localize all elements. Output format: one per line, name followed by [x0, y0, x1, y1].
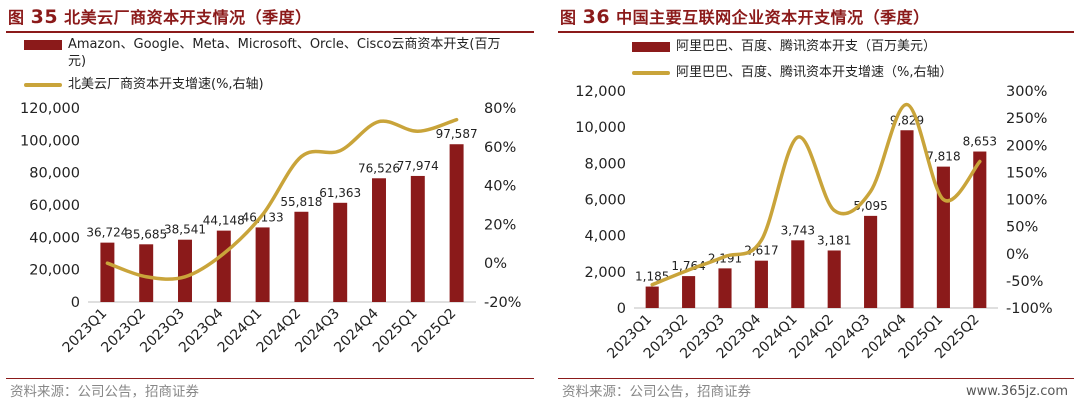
left-bar-label: 97,587 [436, 127, 478, 141]
left-figure-title: 图 35 北美云厂商资本开支情况（季度） [8, 4, 312, 28]
left-bar [100, 242, 115, 302]
right-y-right-tick: 300% [1006, 84, 1047, 100]
right-bar [864, 215, 878, 308]
right-y-left-tick: 10,000 [575, 120, 626, 136]
right-legend-line: 阿里巴巴、百度、腾讯资本开支增速（%,右轴） [632, 64, 953, 81]
left-bar [449, 144, 464, 302]
right-legend-bar: 阿里巴巴、百度、腾讯资本开支（百万美元） [632, 38, 936, 55]
left-y-right-tick: -20% [484, 295, 521, 311]
left-legend-line-swatch [24, 82, 62, 87]
left-y-right-tick: 20% [484, 217, 516, 233]
left-y-left-tick: 120,000 [20, 101, 80, 117]
left-y-left-tick: 20,000 [29, 263, 80, 279]
left-title-text: 北美云厂商资本开支情况（季度） [64, 8, 312, 27]
left-legend-line-label: 北美云厂商资本开支增速(%,右轴) [68, 77, 264, 92]
right-bar [973, 151, 987, 308]
left-bar [255, 227, 270, 302]
right-y-right-tick: 50% [1006, 220, 1038, 236]
right-bar-label: 2,617 [744, 244, 778, 258]
right-legend-bar-label: 阿里巴巴、百度、腾讯资本开支（百万美元） [676, 39, 937, 54]
left-bar-label: 77,974 [397, 159, 439, 173]
left-y-left-tick: 0 [71, 295, 80, 311]
right-bar [682, 276, 696, 308]
right-bar-label: 3,743 [781, 223, 815, 237]
left-title-prefix: 图 [8, 8, 25, 27]
left-bar-label: 38,541 [164, 223, 206, 237]
left-y-right-tick: 0% [484, 256, 507, 272]
left-source-note: 资料来源：公司公告，招商证券 [10, 384, 199, 400]
left-chart: 0 20,000 40,000 60,000 80,000 100,000 120,000 -… [20, 101, 521, 356]
left-y-left-tick: 40,000 [29, 230, 80, 246]
right-bar-label: 1,764 [671, 259, 705, 273]
left-bottom-rule [6, 378, 534, 379]
right-bar-label: 8,653 [963, 135, 997, 149]
left-bar [178, 239, 192, 302]
left-bar [410, 175, 425, 302]
right-bar [645, 286, 659, 308]
left-bar-label: 55,818 [280, 195, 322, 209]
right-y-left-tick: 12,000 [575, 84, 626, 100]
right-bottom-rule [558, 378, 1074, 379]
left-bar [139, 244, 154, 302]
right-bar [936, 166, 950, 308]
left-legend-bar: Amazon、Google、Meta、Microsoft、Orcle、Cisco… [24, 36, 524, 70]
left-legend-bar-swatch [24, 40, 62, 50]
left-bar [216, 230, 231, 302]
left-legend-bar-label: Amazon、Google、Meta、Microsoft、Orcle、Cisco… [68, 37, 501, 69]
right-chart: 0 2,000 4,000 6,000 8,000 10,000 12,000 -100% -5… [575, 84, 1053, 362]
right-bar [718, 268, 732, 308]
left-bar-label: 76,526 [358, 161, 400, 175]
right-title-rule [558, 31, 1074, 33]
right-y-left-tick: 0 [617, 301, 626, 317]
right-y-right-tick: -100% [1006, 301, 1053, 317]
right-bar [791, 240, 805, 308]
right-y-left-tick: 4,000 [584, 229, 626, 245]
left-bar-label: 36,724 [86, 226, 128, 240]
left-bar-label: 61,363 [319, 186, 361, 200]
right-y-right-tick: 0% [1006, 247, 1029, 263]
left-bar-label: 44,148 [203, 214, 245, 228]
right-bar [900, 130, 914, 308]
right-bar-label: 3,181 [817, 233, 851, 247]
right-figure-title: 图 36 中国主要互联网企业资本开支情况（季度） [560, 4, 930, 28]
right-bar-label: 7,818 [926, 150, 960, 164]
left-y-left-tick: 60,000 [29, 198, 80, 214]
right-y-right-tick: -50% [1006, 274, 1043, 290]
right-figure-panel: 图 36 中国主要互联网企业资本开支情况（季度） 阿里巴巴、百度、腾讯资本开支（… [552, 0, 1080, 409]
left-title-rule [6, 31, 534, 33]
right-y-right-tick: 150% [1006, 165, 1047, 181]
right-y-left-tick: 8,000 [584, 156, 626, 172]
left-title-number: 35 [30, 6, 59, 28]
right-legend-line-swatch [632, 70, 670, 75]
right-title-prefix: 图 [560, 8, 577, 27]
right-title-number: 36 [582, 6, 611, 28]
left-legend-line: 北美云厂商资本开支增速(%,右轴) [24, 76, 264, 93]
left-bar [333, 202, 348, 302]
left-y-left-tick: 100,000 [20, 133, 80, 149]
left-bar [372, 178, 386, 302]
left-y-right-tick: 80% [484, 101, 516, 117]
right-legend-bar-swatch [632, 41, 670, 52]
right-source-note: 资料来源：公司公告，招商证券 [562, 384, 751, 400]
right-y-left-tick: 6,000 [584, 193, 626, 209]
left-figure-panel: 图 35 北美云厂商资本开支情况（季度） Amazon、Google、Meta、… [6, 4, 534, 400]
left-bar-label: 35,685 [125, 227, 167, 241]
left-y-right-tick: 60% [484, 140, 516, 156]
left-growth-line [105, 117, 459, 281]
right-title-text: 中国主要互联网企业资本开支情况（季度） [616, 8, 930, 27]
left-y-left-tick: 80,000 [29, 166, 80, 182]
right-y-right-tick: 200% [1006, 138, 1047, 154]
right-bar [827, 250, 841, 308]
left-y-right-tick: 40% [484, 179, 516, 195]
right-y-right-tick: 100% [1006, 193, 1047, 209]
left-bar [294, 211, 309, 302]
right-growth-line [650, 102, 982, 287]
right-y-right-tick: 250% [1006, 111, 1047, 127]
watermark-text: www.365jz.com [966, 384, 1068, 399]
right-legend-line-label: 阿里巴巴、百度、腾讯资本开支增速（%,右轴） [676, 65, 953, 80]
right-y-left-tick: 2,000 [584, 265, 626, 281]
right-bar [754, 260, 768, 308]
